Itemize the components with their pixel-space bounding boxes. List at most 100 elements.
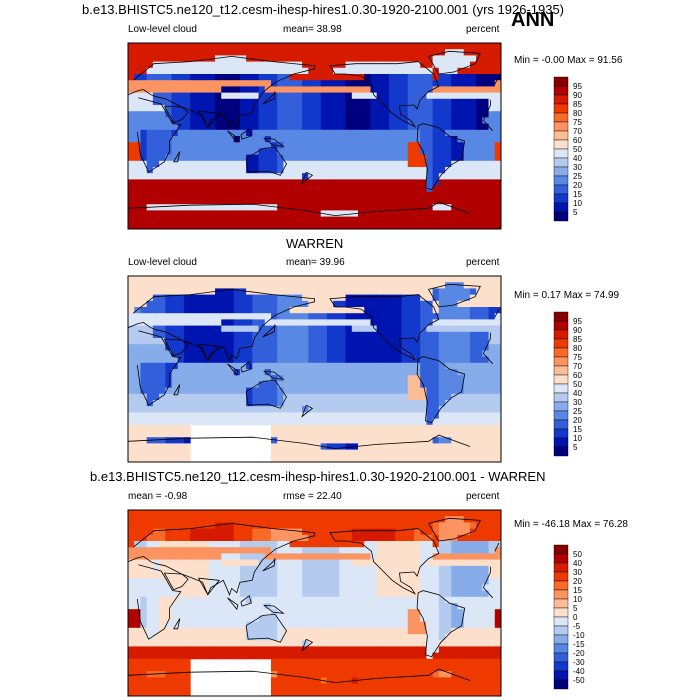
map-cell [239, 167, 247, 174]
map-cell [476, 338, 483, 345]
map-cell [221, 553, 228, 561]
map-cell [252, 400, 260, 407]
map-cell [345, 522, 353, 530]
map-cell [159, 418, 166, 426]
map-cell [283, 129, 291, 137]
map-cell [413, 307, 421, 314]
map-cell [389, 288, 396, 296]
map-cell [426, 449, 434, 457]
map-cell [140, 98, 148, 106]
map-cell [445, 160, 452, 168]
map-cell [252, 547, 260, 554]
map-cell [420, 129, 427, 137]
map-cell [246, 572, 253, 579]
map-cell [339, 534, 347, 542]
map-cell [476, 418, 483, 426]
map-cell [233, 652, 241, 660]
map-cell [258, 412, 266, 420]
map-cell [463, 216, 471, 224]
map-cell [302, 136, 309, 143]
map-cell [183, 105, 191, 112]
map-cell [171, 646, 179, 654]
map-cell [351, 123, 359, 131]
map-cell [215, 191, 222, 199]
map-cell [146, 640, 154, 647]
map-cell [358, 621, 365, 629]
map-cell [302, 198, 309, 205]
map-cell [152, 578, 160, 585]
map-cell [469, 123, 477, 131]
map-cell [258, 634, 266, 641]
map-cell [134, 356, 141, 364]
map-cell [246, 111, 253, 118]
map-cell [314, 92, 322, 100]
map-cell [382, 615, 390, 623]
map-cell [351, 142, 359, 149]
map-cell [233, 160, 241, 168]
map-cell [445, 92, 452, 100]
map-cell [376, 443, 384, 451]
map-cell [370, 541, 378, 548]
map-cell [171, 98, 179, 106]
map-cell [308, 167, 315, 174]
map-cell [165, 313, 173, 320]
map-cell [469, 510, 477, 517]
map-cell [339, 154, 347, 162]
map-cell [183, 294, 191, 302]
map-cell [482, 381, 490, 389]
panel3-title: b.e13.BHISTC5.ne120_t12.cesm-ihesp-hires… [90, 469, 546, 484]
map-cell [445, 307, 452, 314]
map-cell [420, 547, 427, 554]
map-cell [140, 431, 148, 438]
map-cell [488, 393, 496, 401]
map-cell [420, 400, 427, 407]
map-cell [270, 111, 278, 118]
map-cell [426, 86, 434, 94]
map-cell [395, 160, 403, 168]
map-cell [134, 646, 141, 654]
map-cell [289, 49, 297, 56]
map-cell [469, 528, 477, 536]
map-cell [215, 596, 222, 604]
map-cell [376, 615, 384, 623]
map-cell [215, 369, 222, 376]
map-cell [488, 437, 496, 444]
map-cell [221, 319, 228, 327]
map-cell [227, 381, 235, 389]
map-cell [196, 418, 204, 426]
map-cell [190, 123, 197, 131]
map-cell [420, 222, 427, 229]
map-cell [227, 216, 235, 224]
map-cell [314, 129, 322, 137]
map-cell [295, 185, 303, 193]
map-cell [134, 123, 141, 131]
map-cell [134, 510, 141, 517]
map-cell [171, 154, 179, 162]
map-cell [283, 49, 291, 56]
map-cell [152, 179, 160, 187]
map-cell [239, 627, 247, 635]
map-cell [165, 565, 173, 573]
map-cell [177, 541, 185, 548]
map-cell [208, 412, 216, 420]
map-cell [488, 204, 496, 211]
map-cell [270, 634, 278, 641]
map-cell [128, 565, 135, 573]
map-cell [152, 300, 160, 308]
map-cell [283, 80, 291, 87]
map-cell [351, 80, 359, 87]
map-cell [202, 86, 210, 94]
map-cell [463, 640, 471, 647]
map-cell [258, 92, 266, 100]
map-cell [476, 596, 483, 604]
map-cell [407, 528, 415, 536]
map-cell [476, 455, 483, 462]
map-cell [482, 123, 490, 131]
map-cell [494, 528, 501, 536]
map-cell [183, 449, 191, 457]
map-cell [283, 148, 291, 156]
map-cell [339, 652, 347, 660]
map-cell [270, 80, 278, 87]
map-cell [277, 136, 284, 143]
map-cell [146, 590, 154, 598]
